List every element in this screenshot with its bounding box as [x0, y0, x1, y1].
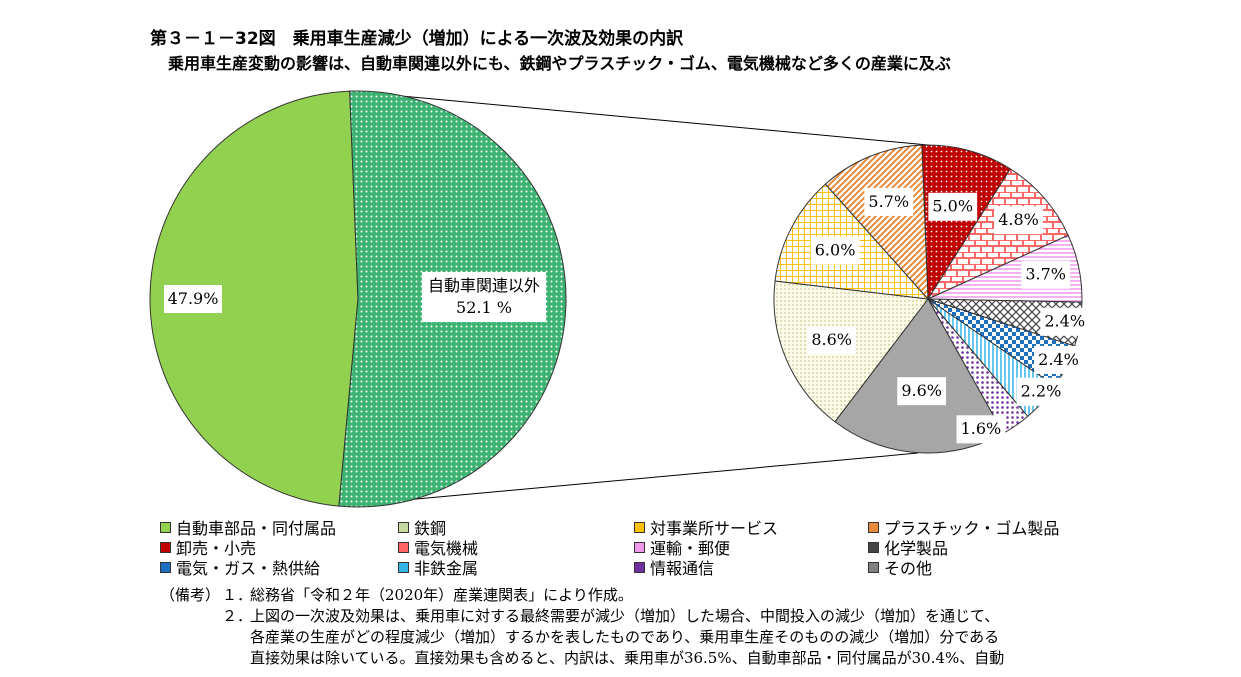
- legend-item: 自動車部品・同付属品: [160, 517, 337, 538]
- legend-item: 電気・ガス・熱供給: [160, 557, 321, 578]
- legend-item: 運輸・郵便: [634, 537, 731, 558]
- data-label: 5.0%: [928, 192, 978, 221]
- data-label: 2.4%: [1034, 345, 1083, 374]
- legend-item: プラスチック・ゴム製品: [868, 517, 1060, 538]
- label-auto-parts: 47.9%: [164, 285, 222, 313]
- notes-label: （備考）: [160, 586, 221, 604]
- page-subtitle: 乗用車生産変動の影響は、自動車関連以外にも、鉄鋼やプラスチック・ゴム、電気機械な…: [168, 54, 951, 73]
- legend-label: 化学製品: [884, 539, 949, 558]
- data-label: 4.8%: [994, 206, 1043, 235]
- data-label: 2.2%: [1021, 382, 1062, 401]
- data-label: 9.6%: [901, 381, 942, 400]
- note-text: 総務省「令和２年（2020年）産業連関表」により作成。: [250, 586, 633, 604]
- data-label: 1.6%: [961, 419, 1002, 438]
- legend-label: 自動車部品・同付属品: [176, 519, 337, 538]
- page-title: 第３－１－32図 乗用車生産減少（増加）による一次波及効果の内訳: [150, 29, 684, 49]
- legend-swatch: [160, 521, 171, 533]
- pie-slice: [824, 144, 929, 301]
- legend-label: 情報通信: [650, 559, 715, 578]
- legend-label: その他: [884, 559, 933, 578]
- data-label: 47.9%: [168, 289, 219, 308]
- data-label: 1.6%: [956, 415, 1006, 444]
- note-number: ２．: [222, 607, 253, 625]
- legend-label: 対事業所サービス: [650, 519, 779, 538]
- data-label: 3.7%: [1025, 265, 1066, 284]
- data-label: 2.4%: [1040, 307, 1090, 336]
- label-non-auto: 自動車関連以外 52.1 %: [422, 272, 546, 322]
- data-label: 2.2%: [1016, 377, 1066, 406]
- connector-line: [338, 452, 919, 507]
- legend-swatch: [398, 561, 409, 573]
- data-label: 3.7%: [1021, 260, 1071, 289]
- note-item: ２．上図の一次波及効果は、乗用車に対する最終需要が減少（増加）した場合、中間投入…: [222, 606, 999, 627]
- legend-label: 鉄鋼: [414, 519, 447, 538]
- legend-swatch: [160, 541, 171, 553]
- pie-charts: 47.9% 自動車関連以外 52.1 % 5.0% 4.8% 3.7% 2.4% 2.4% 2.…: [149, 90, 1090, 508]
- legend-item: 非鉄金属: [398, 557, 479, 578]
- data-label: 5.7%: [868, 192, 909, 211]
- data-label: 2.4%: [1038, 350, 1079, 369]
- legend-swatch: [160, 561, 171, 573]
- legend-swatch: [634, 521, 645, 533]
- legend-swatch: [868, 561, 879, 573]
- pie-slice-auto-parts: [149, 90, 359, 507]
- note-text: 上図の一次波及効果は、乗用車に対する最終需要が減少（増加）した場合、中間投入の減…: [250, 607, 1000, 625]
- legend-swatch: [634, 561, 645, 573]
- legend-swatch: [868, 541, 879, 553]
- legend-label: プラスチック・ゴム製品: [884, 519, 1060, 538]
- legend-swatch: [634, 541, 645, 553]
- data-label: 2.4%: [1044, 312, 1085, 331]
- data-label: 6.0%: [810, 236, 860, 265]
- legend-label: 電気機械: [414, 539, 479, 558]
- note-continuation: 直接効果は除いている。直接効果も含めると、内訳は、乗用車が36.5%、自動車部品…: [250, 649, 1005, 667]
- data-label: 6.0%: [815, 241, 856, 260]
- data-label: 8.6%: [807, 326, 857, 355]
- detail-pie: [773, 144, 1083, 454]
- legend-swatch: [398, 521, 409, 533]
- legend-label: 卸売・小売: [176, 539, 257, 558]
- legend-label: 非鉄金属: [414, 559, 479, 578]
- data-label: 52.1 %: [456, 298, 512, 317]
- note-item: １．総務省「令和２年（2020年）産業連関表」により作成。: [222, 585, 633, 606]
- main-pie: [149, 90, 567, 508]
- note-continuation: 各産業の生産がどの程度減少（増加）するかを表したものであり、乗用車生産そのものの…: [250, 628, 1000, 646]
- data-label: 5.0%: [932, 197, 973, 216]
- legend-item: 情報通信: [634, 557, 715, 578]
- data-label: 5.7%: [864, 187, 914, 216]
- legend-item: 電気機械: [398, 537, 479, 558]
- legend-swatch: [868, 521, 879, 533]
- data-label: 8.6%: [811, 330, 852, 349]
- data-label: 自動車関連以外: [428, 276, 540, 295]
- legend-label: 運輸・郵便: [650, 539, 731, 558]
- data-label: 4.8%: [998, 210, 1039, 229]
- legend-item: その他: [868, 557, 933, 578]
- legend-item: 化学製品: [868, 537, 949, 558]
- legend-item: 対事業所サービス: [634, 517, 779, 538]
- legend-swatch: [398, 541, 409, 553]
- note-number: １．: [222, 586, 253, 604]
- legend-item: 卸売・小売: [160, 537, 257, 558]
- legend-item: 鉄鋼: [398, 517, 447, 538]
- legend-label: 電気・ガス・熱供給: [176, 559, 321, 578]
- pie-slice: [921, 144, 1012, 301]
- connector-line: [349, 90, 929, 146]
- data-label: 9.6%: [897, 377, 947, 406]
